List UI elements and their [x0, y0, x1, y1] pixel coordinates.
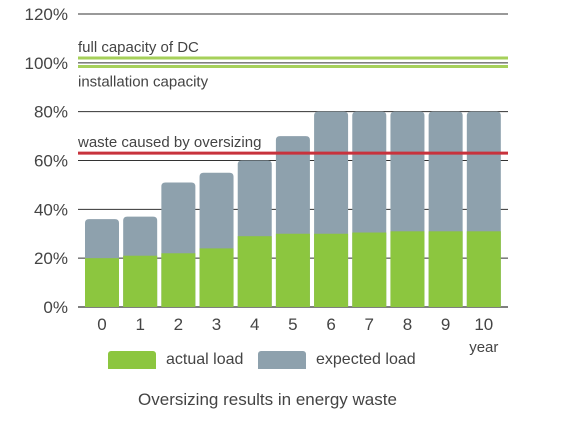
x-tick-label: 7 [365, 315, 374, 334]
legend-swatch-actual-load [108, 351, 156, 369]
x-tick-label: 1 [135, 315, 144, 334]
bar-actual-load [428, 231, 463, 307]
y-tick-label: 0% [43, 298, 68, 317]
y-tick-label: 120% [25, 5, 68, 24]
x-tick-label: 3 [212, 315, 221, 334]
x-unit-label: year [469, 339, 498, 356]
y-tick-label: 40% [34, 200, 68, 219]
x-tick-label: 2 [174, 315, 183, 334]
legend-expected-load: expected load [258, 351, 416, 369]
bar-actual-load [199, 248, 234, 307]
bar-actual-load [123, 255, 158, 307]
legend-label-expected-load: expected load [316, 351, 416, 368]
y-tick-label: 60% [34, 152, 68, 171]
bar-actual-load [275, 233, 310, 307]
x-tick-label: 8 [403, 315, 412, 334]
x-tick-label: 6 [326, 315, 335, 334]
bar-actual-load [85, 258, 119, 307]
bar-actual-load [161, 253, 196, 307]
legend-actual-load: actual load [108, 351, 243, 369]
y-tick-label: 20% [34, 249, 68, 268]
legend-swatch-expected-load [258, 351, 306, 369]
bar-actual-load [237, 236, 272, 307]
bar-actual-load [352, 232, 387, 307]
y-tick-label: 100% [25, 54, 68, 73]
reference-line-label: installation capacity [78, 73, 209, 90]
bar-actual-load [314, 233, 349, 307]
x-tick-label: 4 [250, 315, 259, 334]
reference-line-label: full capacity of DC [78, 39, 199, 56]
bar-actual-load [466, 231, 501, 307]
x-tick-label: 0 [97, 315, 106, 334]
y-tick-label: 80% [34, 103, 68, 122]
legend-label-actual-load: actual load [166, 351, 244, 368]
x-tick-label: 5 [288, 315, 297, 334]
chart-caption: Oversizing results in energy waste [138, 390, 397, 409]
x-tick-label: 9 [441, 315, 450, 334]
reference-line-label: waste caused by oversizing [77, 134, 261, 151]
x-tick-label: 10 [474, 315, 493, 334]
bar-actual-load [390, 231, 425, 307]
